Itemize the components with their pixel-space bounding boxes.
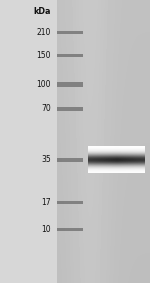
Text: 10: 10 [41,225,51,234]
Text: 150: 150 [36,51,51,60]
Bar [57,82,83,87]
Text: kDa: kDa [33,7,51,16]
Text: 210: 210 [37,28,51,37]
Text: 100: 100 [36,80,51,89]
Bar [57,0,150,283]
Bar [57,228,83,231]
Bar [57,54,83,57]
Text: 17: 17 [41,198,51,207]
Bar [57,107,83,111]
Bar [57,31,83,35]
Text: 35: 35 [41,155,51,164]
Bar [57,201,83,204]
Bar [57,158,83,162]
Bar [0,0,57,283]
Text: 70: 70 [41,104,51,113]
